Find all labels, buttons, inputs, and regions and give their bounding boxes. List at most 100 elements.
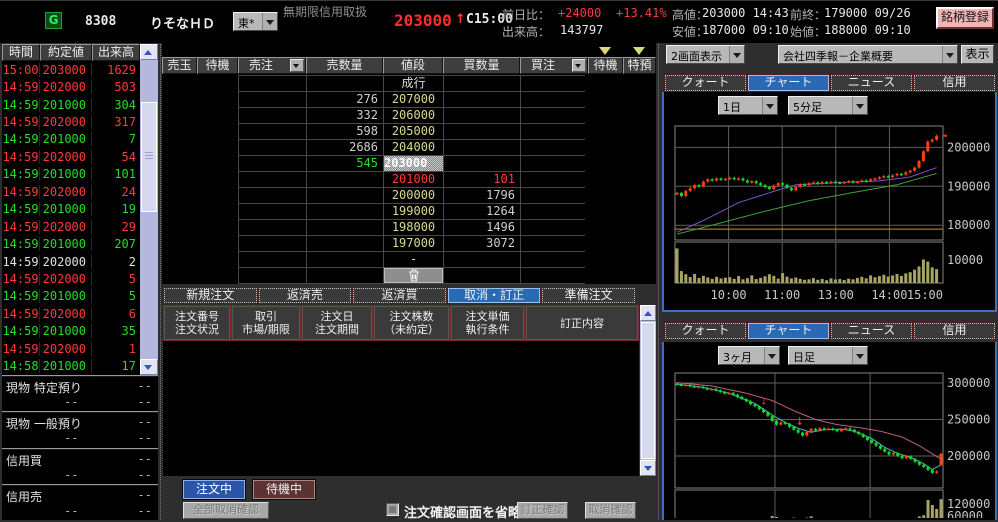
screen-layout-select[interactable]: 2画面表示: [666, 45, 745, 64]
trade-price: 201000: [40, 132, 92, 146]
svg-text:↓: ↓: [761, 397, 768, 406]
order-tab-1[interactable]: 返済売: [259, 288, 352, 303]
chevron-down-icon[interactable]: [572, 59, 586, 72]
ob-buy-qty: [444, 156, 521, 172]
ob-price-cell[interactable]: 203000: [384, 156, 444, 172]
ob-buy-qty: 101: [444, 172, 521, 188]
info-source-select[interactable]: 会社四季報－企業概要: [778, 45, 958, 64]
register-symbol-button[interactable]: 銘柄登録: [936, 7, 994, 29]
col-special-deposit: 特預: [623, 57, 656, 74]
trade-volume: 503: [92, 80, 140, 94]
scroll-up-icon[interactable]: [640, 305, 656, 321]
order-tab-2[interactable]: 返済買: [353, 288, 446, 303]
col-time: 時間: [2, 44, 40, 61]
ob-sell-qty: [307, 188, 384, 204]
ob-sell-qty: [307, 252, 384, 268]
cancel-confirm-button[interactable]: 取消確認: [585, 502, 636, 519]
chevron-down-icon[interactable]: [762, 97, 777, 114]
ob-buy-qty: [444, 124, 521, 140]
panel2-tab-0[interactable]: クォート: [665, 323, 746, 339]
trade-time: 14:59: [2, 289, 40, 303]
ob-empty-cell: [521, 92, 585, 108]
standby-filter-button[interactable]: 待機中: [253, 480, 315, 499]
panel1-tab-2[interactable]: ニュース: [831, 75, 912, 91]
ob-sell-qty: [307, 204, 384, 220]
show-button[interactable]: 表示: [961, 45, 994, 64]
interval-select-1[interactable]: 5分足: [788, 96, 868, 115]
stock-code: 8308: [85, 14, 116, 29]
tape-scrollbar[interactable]: [140, 44, 158, 375]
position-value: --: [64, 431, 78, 445]
high-value: 203000 14:43: [702, 6, 789, 20]
amend-confirm-button[interactable]: 訂正確認: [517, 502, 568, 519]
ob-price-cell: 204000: [384, 140, 444, 156]
scroll-up-icon[interactable]: [140, 44, 158, 60]
scrollbar-thumb[interactable]: [641, 322, 655, 459]
col-volume: 出来高: [92, 44, 140, 61]
skip-confirm-label: 注文確認画面を省略: [404, 502, 521, 521]
order-tab-4[interactable]: 準備注文: [542, 288, 635, 303]
trade-time: 14:59: [2, 324, 40, 338]
trash-icon[interactable]: [384, 268, 443, 283]
order-tab-3[interactable]: 取消・訂正: [448, 288, 541, 303]
chevron-down-icon[interactable]: [729, 46, 744, 63]
chevron-down-icon[interactable]: [764, 347, 779, 364]
position-section: 信用売------: [2, 484, 158, 520]
chevron-down-icon[interactable]: [852, 97, 867, 114]
panel1-tab-0[interactable]: クォート: [665, 75, 746, 91]
scroll-down-icon[interactable]: [640, 460, 656, 476]
ob-price-cell: 成行: [384, 76, 444, 92]
trade-price: 201000: [40, 324, 92, 338]
market-select[interactable]: 東*: [233, 12, 278, 31]
period-select-2[interactable]: 3ヶ月: [718, 346, 780, 365]
col-buy-orders: 買注: [520, 57, 588, 74]
ob-buy-qty: [444, 252, 521, 268]
svg-text:300000: 300000: [947, 376, 990, 390]
ob-sell-qty: 276: [307, 92, 384, 108]
col-sell-lots: 売玉: [162, 57, 197, 74]
panel2-tab-2[interactable]: ニュース: [831, 323, 912, 339]
position-section: 現物 一般預り------: [2, 411, 158, 447]
open-label: 始値：: [790, 23, 826, 40]
ob-empty-cell: [239, 76, 307, 92]
panel2-tab-1[interactable]: チャート: [748, 323, 829, 339]
stock-name: りそなＨＤ: [150, 13, 215, 32]
order-tab-0[interactable]: 新規注文: [164, 288, 257, 303]
interval-select-2[interactable]: 日足: [788, 346, 868, 365]
panel2-tab-3[interactable]: 信用: [914, 323, 995, 339]
market-select-value: 東*: [234, 13, 262, 30]
chevron-down-icon[interactable]: [262, 13, 277, 30]
order-list-scrollbar[interactable]: [640, 305, 656, 476]
positions-panel: 現物 特定預り------現物 一般預り------信用買------信用売--…: [2, 375, 158, 520]
skip-confirm-checkbox[interactable]: [386, 503, 399, 516]
chevron-down-icon[interactable]: [290, 59, 304, 72]
scroll-down-icon[interactable]: [140, 359, 158, 375]
trade-time: 14:59: [2, 220, 40, 234]
period-select-1[interactable]: 1日: [718, 96, 778, 115]
cancel-all-button[interactable]: 全部取消確認: [183, 502, 269, 519]
svg-text:180000: 180000: [947, 218, 990, 232]
order-list-area: [163, 341, 639, 476]
sort-triangle-icon: [633, 47, 645, 55]
svg-text:190000: 190000: [947, 179, 990, 193]
chevron-down-icon[interactable]: [942, 46, 957, 63]
panel1-tab-3[interactable]: 信用: [914, 75, 995, 91]
trade-price: 202000: [40, 115, 92, 129]
ordering-filter-button[interactable]: 注文中: [183, 480, 245, 499]
scrollbar-thumb[interactable]: [141, 102, 157, 212]
period-value: 1日: [719, 97, 762, 114]
panel1-tab-1[interactable]: チャート: [748, 75, 829, 91]
chevron-down-icon[interactable]: [852, 347, 867, 364]
margin-type-label: 無期限信用取扱: [283, 3, 367, 20]
